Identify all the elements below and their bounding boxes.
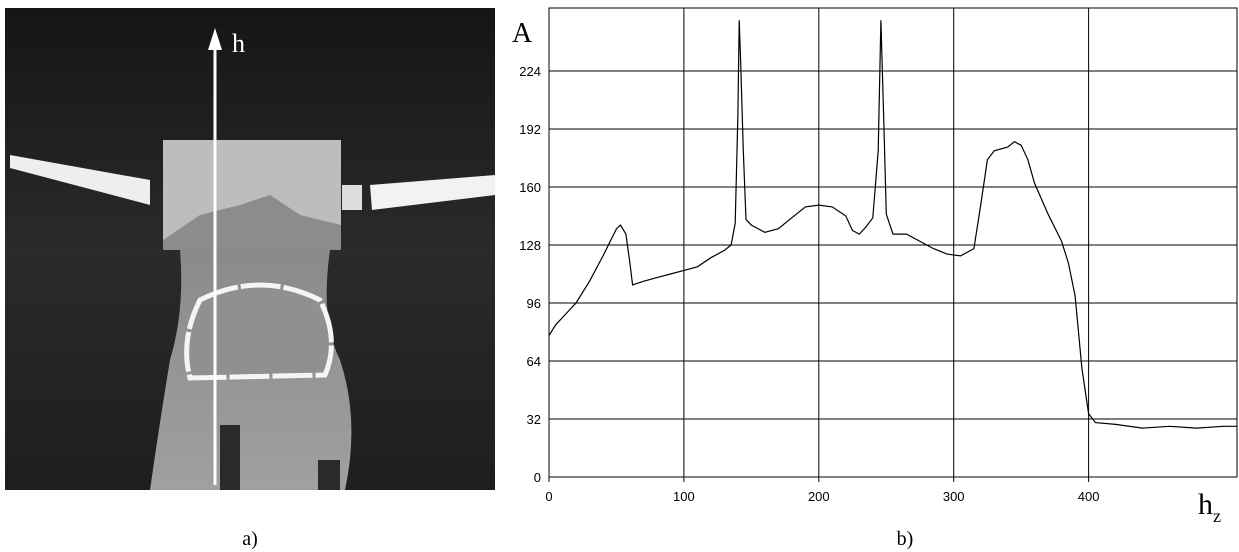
x-tick-label: 300 [943, 489, 965, 504]
plot-frame [548, 7, 1238, 478]
x-axis-label: hz [1198, 488, 1221, 526]
image-label: h [232, 29, 245, 58]
y-tick-label: 32 [527, 412, 541, 427]
x-tick-label: 0 [545, 489, 552, 504]
data-line [548, 20, 1237, 429]
y-tick-label: 224 [519, 64, 541, 79]
y-tick-label: 64 [527, 354, 541, 369]
panel-label: b) [897, 528, 914, 550]
plot: 0 32 64 96 128 160 192 224 0 100 200 300 400 [519, 7, 1238, 504]
y-tick-label: 192 [519, 122, 541, 137]
y-tick-label: 128 [519, 238, 541, 253]
y-tick-label: 96 [527, 296, 541, 311]
y-tick-label: 160 [519, 180, 541, 195]
panel-label: a) [242, 528, 258, 550]
y-axis-label: A [512, 18, 533, 49]
x-axis-label-sub: z [1213, 506, 1221, 526]
x-axis-label-main: h [1198, 488, 1213, 521]
x-tick-label: 100 [673, 489, 695, 504]
x-tick-label: 400 [1078, 489, 1100, 504]
x-tick-label: 200 [808, 489, 830, 504]
y-tick-label: 0 [534, 470, 541, 485]
thermal-image: h [5, 8, 495, 490]
